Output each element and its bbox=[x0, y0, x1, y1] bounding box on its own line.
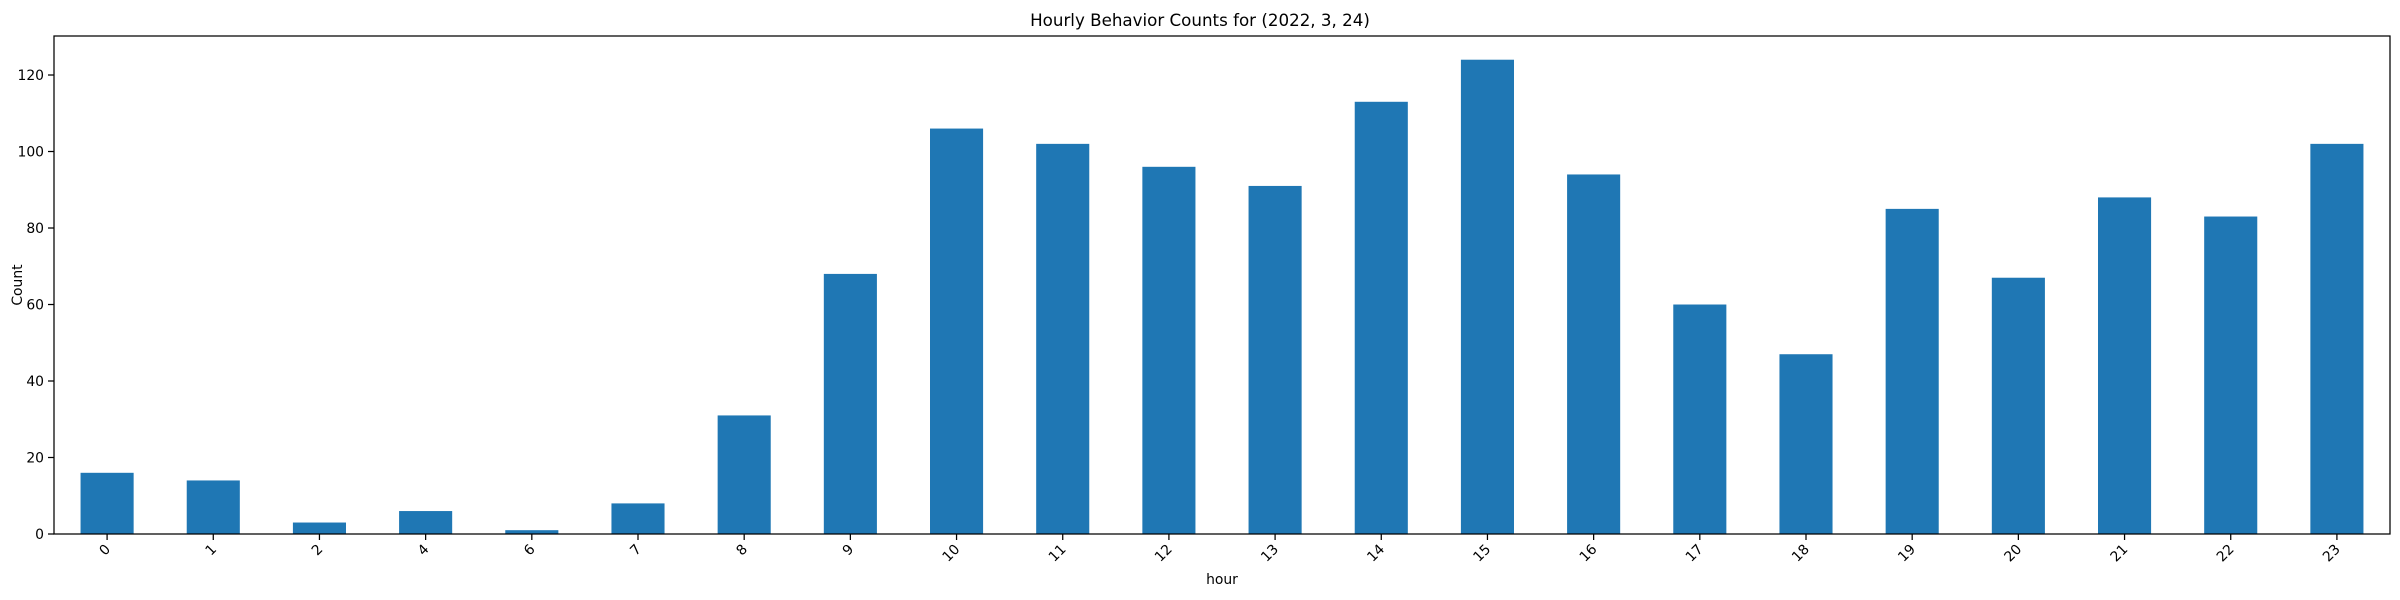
bar-hour-20 bbox=[1991, 277, 2045, 534]
bar-hour-2 bbox=[292, 522, 346, 534]
y-tick-label: 0 bbox=[35, 527, 44, 543]
y-axis: 0 20 40 60 80 100 120 bbox=[17, 68, 54, 543]
y-tick-label: 40 bbox=[26, 374, 44, 390]
bar-hour-19 bbox=[1885, 208, 1939, 534]
bar-hour-9 bbox=[823, 273, 877, 534]
bars-layer bbox=[80, 59, 2364, 535]
y-tick-label: 120 bbox=[17, 68, 44, 84]
y-tick-label: 20 bbox=[26, 451, 44, 467]
y-tick-label: 100 bbox=[17, 145, 44, 161]
plot-frame bbox=[53, 35, 2391, 535]
bar-hour-6 bbox=[505, 530, 559, 534]
bar-hour-13 bbox=[1248, 185, 1302, 534]
bar-hour-14 bbox=[1354, 101, 1408, 534]
y-tick-label: 60 bbox=[26, 298, 44, 314]
bar-hour-1 bbox=[186, 480, 240, 534]
bar-hour-10 bbox=[930, 128, 984, 534]
bar-hour-21 bbox=[2098, 197, 2152, 534]
bar-hour-17 bbox=[1673, 304, 1727, 534]
bar-hour-22 bbox=[2204, 216, 2258, 534]
chart-title: Hourly Behavior Counts for (2022, 3, 24) bbox=[1030, 10, 1370, 30]
bar-hour-7 bbox=[611, 503, 665, 534]
bar-hour-8 bbox=[717, 415, 771, 534]
bar-hour-23 bbox=[2310, 143, 2364, 535]
bar-hour-0 bbox=[80, 472, 134, 534]
bar-hour-11 bbox=[1036, 143, 1090, 535]
bar-hour-16 bbox=[1567, 174, 1621, 534]
bar-hour-12 bbox=[1142, 166, 1196, 534]
bar-hour-18 bbox=[1779, 354, 1833, 534]
y-axis-label: Count bbox=[10, 264, 26, 306]
y-tick-label: 80 bbox=[26, 221, 44, 237]
x-axis-label: hour bbox=[1206, 572, 1238, 588]
bar-hour-4 bbox=[399, 511, 453, 534]
bar-hour-15 bbox=[1460, 59, 1514, 535]
